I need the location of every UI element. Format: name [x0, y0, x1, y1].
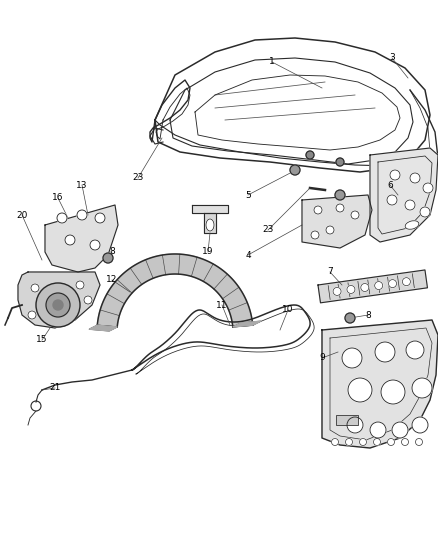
Circle shape [84, 296, 92, 304]
Circle shape [31, 284, 39, 292]
Polygon shape [233, 321, 261, 327]
Circle shape [423, 183, 433, 193]
Text: 8: 8 [365, 311, 371, 319]
Polygon shape [322, 320, 438, 448]
Circle shape [90, 240, 100, 250]
Circle shape [416, 439, 423, 446]
Circle shape [381, 380, 405, 404]
Text: 1: 1 [269, 58, 275, 67]
Circle shape [46, 293, 70, 317]
Text: 7: 7 [327, 268, 333, 277]
Circle shape [336, 204, 344, 212]
Circle shape [405, 200, 415, 210]
Circle shape [36, 283, 80, 327]
Circle shape [76, 281, 84, 289]
Circle shape [374, 439, 381, 446]
Text: 20: 20 [16, 211, 28, 220]
Text: 12: 12 [106, 276, 118, 285]
Text: 6: 6 [387, 181, 393, 190]
Text: 9: 9 [319, 353, 325, 362]
Circle shape [375, 342, 395, 362]
Circle shape [389, 280, 396, 288]
Circle shape [346, 439, 353, 446]
Text: 10: 10 [282, 305, 294, 314]
Circle shape [28, 311, 36, 319]
Text: 3: 3 [389, 53, 395, 62]
Ellipse shape [405, 221, 419, 229]
Text: 19: 19 [202, 247, 214, 256]
Circle shape [65, 235, 75, 245]
Circle shape [370, 422, 386, 438]
Circle shape [311, 231, 319, 239]
Circle shape [103, 253, 113, 263]
Circle shape [420, 207, 430, 217]
Circle shape [348, 378, 372, 402]
Polygon shape [204, 213, 216, 233]
Circle shape [392, 422, 408, 438]
Bar [336, 415, 358, 425]
Circle shape [403, 278, 410, 286]
Circle shape [326, 226, 334, 234]
Polygon shape [192, 205, 228, 213]
Text: 4: 4 [245, 251, 251, 260]
Circle shape [333, 287, 341, 295]
Circle shape [374, 281, 383, 289]
Polygon shape [370, 148, 438, 242]
Circle shape [345, 313, 355, 323]
Circle shape [387, 195, 397, 205]
Circle shape [336, 158, 344, 166]
Circle shape [347, 417, 363, 433]
Circle shape [412, 417, 428, 433]
Circle shape [410, 173, 420, 183]
Text: 23: 23 [132, 174, 144, 182]
Circle shape [361, 284, 369, 292]
Circle shape [290, 165, 300, 175]
Polygon shape [302, 195, 372, 248]
Circle shape [390, 170, 400, 180]
Text: 13: 13 [76, 181, 88, 190]
Ellipse shape [206, 219, 214, 231]
Circle shape [332, 439, 339, 446]
Circle shape [95, 213, 105, 223]
Polygon shape [318, 270, 427, 303]
Circle shape [335, 190, 345, 200]
Text: 5: 5 [245, 190, 251, 199]
Circle shape [306, 151, 314, 159]
Text: 15: 15 [36, 335, 48, 344]
Circle shape [57, 213, 67, 223]
Circle shape [347, 286, 355, 294]
Circle shape [77, 210, 87, 220]
Circle shape [388, 439, 395, 446]
Circle shape [314, 206, 322, 214]
Circle shape [360, 439, 367, 446]
Circle shape [351, 211, 359, 219]
Polygon shape [97, 254, 253, 327]
Polygon shape [45, 205, 118, 272]
Circle shape [402, 439, 409, 446]
Circle shape [412, 378, 432, 398]
Polygon shape [89, 325, 117, 331]
Text: 23: 23 [262, 225, 274, 235]
Text: 21: 21 [49, 384, 61, 392]
Circle shape [53, 300, 63, 310]
Polygon shape [18, 272, 100, 328]
Text: 11: 11 [216, 301, 228, 310]
Text: 8: 8 [109, 247, 115, 256]
Text: 16: 16 [52, 193, 64, 203]
Circle shape [406, 341, 424, 359]
Circle shape [342, 348, 362, 368]
